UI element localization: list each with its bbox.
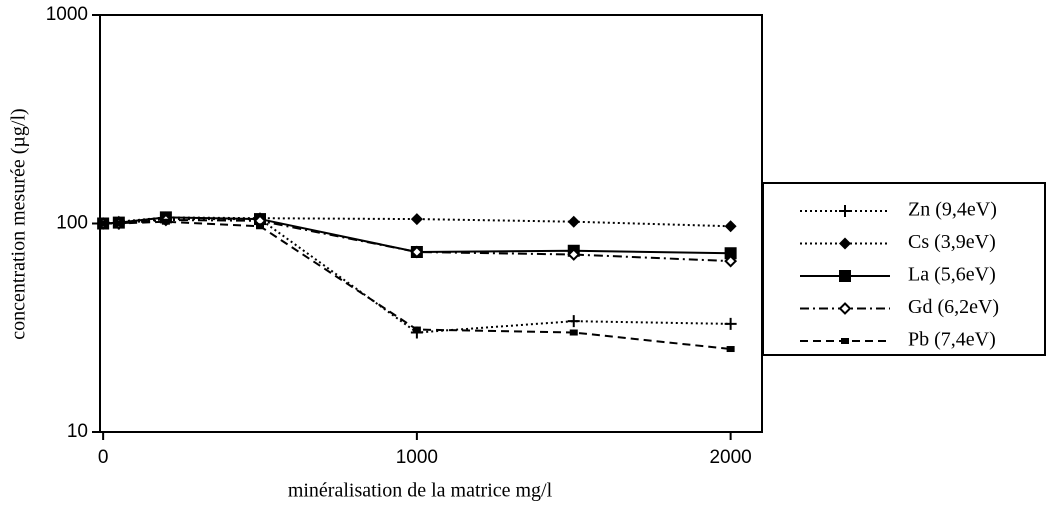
marker [412,326,421,333]
marker [99,220,108,227]
legend-label: Pb (7,4eV) [908,329,996,351]
legend-label: Cs (3,9eV) [908,231,996,253]
marker [410,245,424,259]
legend-marker [841,338,849,344]
y-tick-label: 100 [56,213,88,234]
legend-label: Gd (6,2eV) [908,296,999,318]
marker [567,215,580,228]
marker [567,315,580,328]
legend-label: La (5,6eV) [908,264,996,286]
y-axis-label: concentration mesurée (µg/l) [8,108,30,339]
x-tick-label: 1000 [396,447,438,468]
marker [161,218,170,225]
legend-label: Zn (9,4eV) [908,199,997,221]
y-tick-label: 1000 [46,4,88,25]
marker [114,220,123,227]
legend-marker [839,270,851,282]
y-tick-label: 10 [67,421,88,442]
x-tick-label: 2000 [709,447,751,468]
marker [724,317,737,330]
marker [256,223,265,230]
marker [724,247,737,260]
marker [569,329,578,336]
marker [726,346,735,353]
marker [724,220,737,233]
legend-box [762,182,1046,356]
legend-marker [839,205,851,217]
x-tick-label: 0 [98,447,109,468]
legend-marker [839,237,851,250]
marker [724,254,738,268]
marker [567,248,581,261]
x-axis-label: minéralisation de la matrice mg/l [288,480,553,502]
legend-marker [838,302,852,315]
series-line [103,218,731,334]
marker [410,213,423,226]
